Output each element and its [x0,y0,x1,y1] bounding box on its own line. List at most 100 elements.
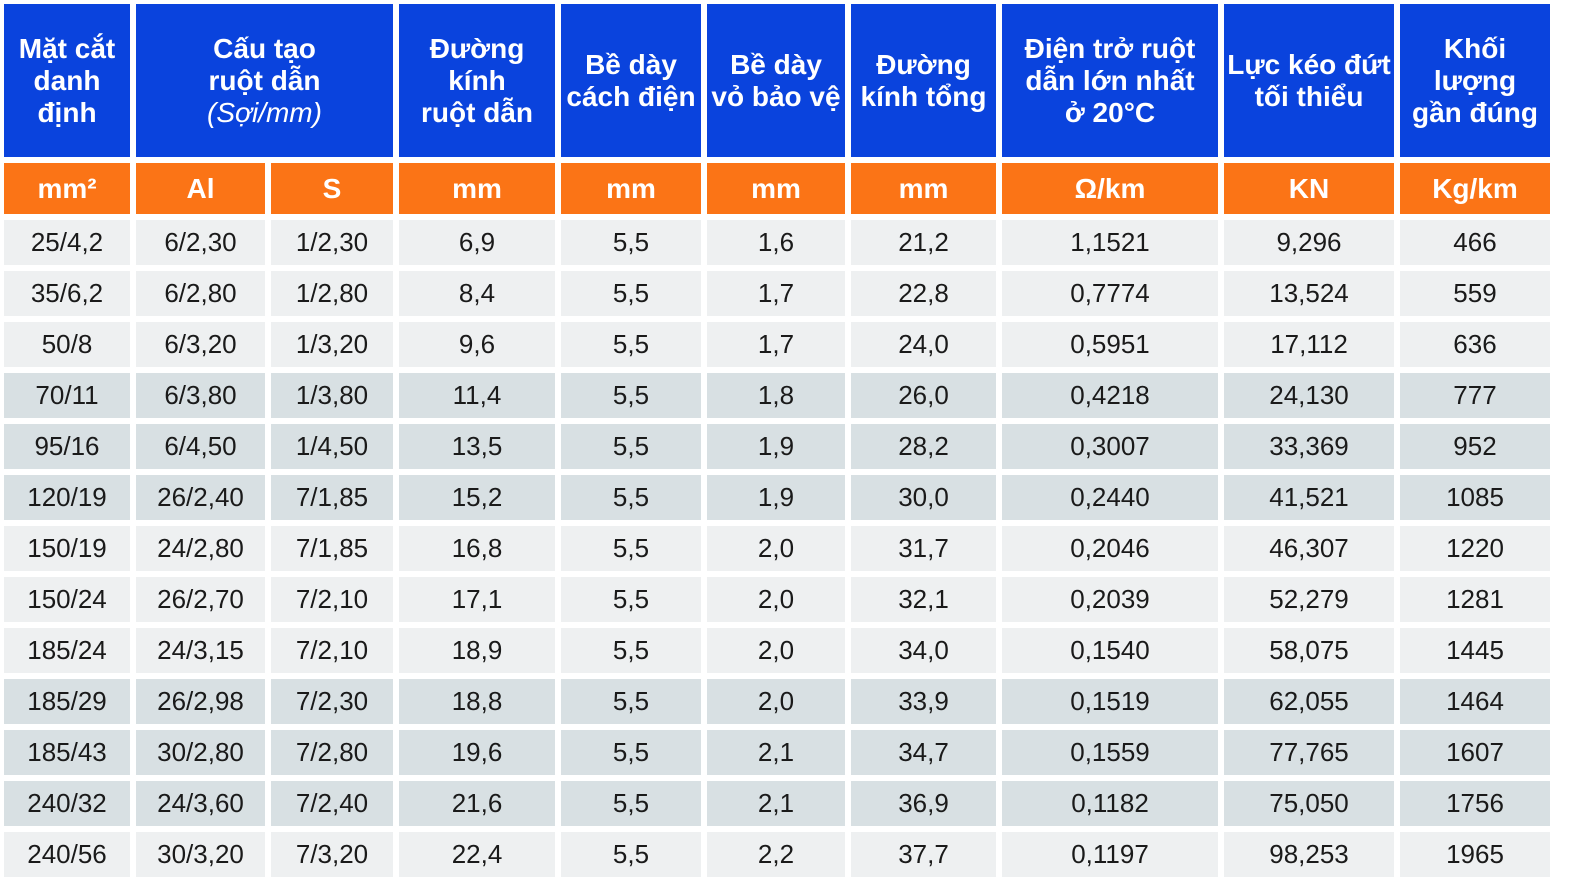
cell-insulation: 5,5 [561,373,701,418]
cell-resistance: 0,2046 [1002,526,1218,571]
cell-section: 185/43 [4,730,130,775]
header-conductor: Cấu tạo ruột dẫn (Sợi/mm) [136,4,393,157]
cell-insulation: 5,5 [561,526,701,571]
header-text: ruột dẫn [208,64,321,96]
cell-weight: 1085 [1400,475,1550,520]
table-row: 70/11 6/3,80 1/3,80 11,4 5,5 1,8 26,0 0,4218 24,… [4,373,1550,418]
cell-weight: 1220 [1400,526,1550,571]
cell-tensile: 46,307 [1224,526,1394,571]
cell-al: 6/4,50 [136,424,265,469]
cell-sheath: 1,9 [707,475,845,520]
cell-s: 1/3,80 [271,373,393,418]
cell-resistance: 1,1521 [1002,220,1218,265]
cell-overall: 36,9 [851,781,996,826]
unit-cell: mm [707,163,845,214]
cell-resistance: 0,1182 [1002,781,1218,826]
cell-insulation: 5,5 [561,832,701,877]
cell-overall: 26,0 [851,373,996,418]
cell-s: 1/4,50 [271,424,393,469]
cell-diameter: 19,6 [399,730,555,775]
unit-cell: Ω/km [1002,163,1218,214]
cell-al: 26/2,40 [136,475,265,520]
header-text: cách điện [566,80,696,112]
cell-tensile: 24,130 [1224,373,1394,418]
cell-diameter: 8,4 [399,271,555,316]
cell-resistance: 0,7774 [1002,271,1218,316]
unit-cell: S [271,163,393,214]
header-text: Mặt cắt [18,32,116,64]
cell-overall: 32,1 [851,577,996,622]
cell-tensile: 98,253 [1224,832,1394,877]
cell-section: 35/6,2 [4,271,130,316]
header-weight: Khối lượng gần đúng [1400,4,1550,157]
cell-tensile: 52,279 [1224,577,1394,622]
cell-section: 25/4,2 [4,220,130,265]
unit-cell: mm [851,163,996,214]
cell-al: 24/3,15 [136,628,265,673]
cell-overall: 22,8 [851,271,996,316]
header-text: Đường [876,48,971,80]
cell-diameter: 13,5 [399,424,555,469]
cell-tensile: 41,521 [1224,475,1394,520]
cell-al: 24/3,60 [136,781,265,826]
cell-s: 1/3,20 [271,322,393,367]
cell-al: 30/2,80 [136,730,265,775]
cell-sheath: 2,2 [707,832,845,877]
header-section: Mặt cắt danh định [4,4,130,157]
cell-al: 24/2,80 [136,526,265,571]
cell-sheath: 1,7 [707,322,845,367]
cell-diameter: 21,6 [399,781,555,826]
cell-section: 150/24 [4,577,130,622]
header-text: vỏ bảo vệ [711,80,841,112]
cell-resistance: 0,1519 [1002,679,1218,724]
table-row: 25/4,2 6/2,30 1/2,30 6,9 5,5 1,6 21,2 1,1521 9,2… [4,220,1550,265]
cell-al: 26/2,70 [136,577,265,622]
header-diameter: Đường kính ruột dẫn [399,4,555,157]
header-text: Bề dày [730,48,822,80]
table-row: 240/32 24/3,60 7/2,40 21,6 5,5 2,1 36,9 0,1182 7… [4,781,1550,826]
cell-s: 7/2,10 [271,628,393,673]
cell-s: 7/1,85 [271,526,393,571]
cell-sheath: 2,1 [707,730,845,775]
cell-sheath: 1,6 [707,220,845,265]
cell-weight: 777 [1400,373,1550,418]
cell-section: 240/32 [4,781,130,826]
cell-resistance: 0,2440 [1002,475,1218,520]
cell-overall: 24,0 [851,322,996,367]
cell-tensile: 75,050 [1224,781,1394,826]
cell-insulation: 5,5 [561,322,701,367]
cell-resistance: 0,2039 [1002,577,1218,622]
header-text: gần đúng [1412,96,1538,128]
cell-diameter: 16,8 [399,526,555,571]
header-text: danh [33,64,101,96]
cell-al: 6/3,80 [136,373,265,418]
cell-s: 7/1,85 [271,475,393,520]
cell-diameter: 22,4 [399,832,555,877]
cell-section: 95/16 [4,424,130,469]
header-text: dẫn lớn nhất [1025,64,1195,96]
cell-resistance: 0,3007 [1002,424,1218,469]
cell-tensile: 58,075 [1224,628,1394,673]
unit-cell: KN [1224,163,1394,214]
cell-insulation: 5,5 [561,628,701,673]
unit-cell: Al [136,163,265,214]
cell-s: 7/2,40 [271,781,393,826]
cell-diameter: 18,8 [399,679,555,724]
table-row: 185/43 30/2,80 7/2,80 19,6 5,5 2,1 34,7 0,1559 7… [4,730,1550,775]
cell-diameter: 15,2 [399,475,555,520]
cell-diameter: 11,4 [399,373,555,418]
table-body: 25/4,2 6/2,30 1/2,30 6,9 5,5 1,6 21,2 1,1521 9,2… [4,220,1550,877]
cell-overall: 28,2 [851,424,996,469]
table-row: 35/6,2 6/2,80 1/2,80 8,4 5,5 1,7 22,8 0,7774 13,… [4,271,1550,316]
cell-sheath: 2,0 [707,577,845,622]
header-text: Lực kéo đứt [1227,48,1391,80]
cell-sheath: 1,7 [707,271,845,316]
cell-tensile: 62,055 [1224,679,1394,724]
cell-sheath: 2,0 [707,526,845,571]
cell-overall: 34,7 [851,730,996,775]
table-row: 95/16 6/4,50 1/4,50 13,5 5,5 1,9 28,2 0,3007 33,… [4,424,1550,469]
table-row: 50/8 6/3,20 1/3,20 9,6 5,5 1,7 24,0 0,5951 17,11… [4,322,1550,367]
cell-diameter: 9,6 [399,322,555,367]
header-text: kính [448,64,506,96]
